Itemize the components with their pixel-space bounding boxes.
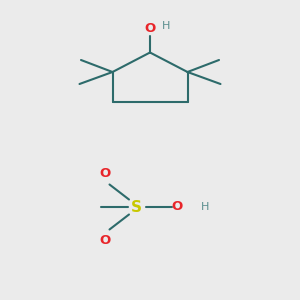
Text: S: S [131, 200, 142, 214]
Text: O: O [171, 200, 183, 214]
Text: H: H [201, 202, 209, 212]
Text: O: O [144, 22, 156, 34]
Text: O: O [99, 234, 111, 247]
Text: H: H [162, 21, 170, 31]
Text: O: O [99, 167, 111, 180]
